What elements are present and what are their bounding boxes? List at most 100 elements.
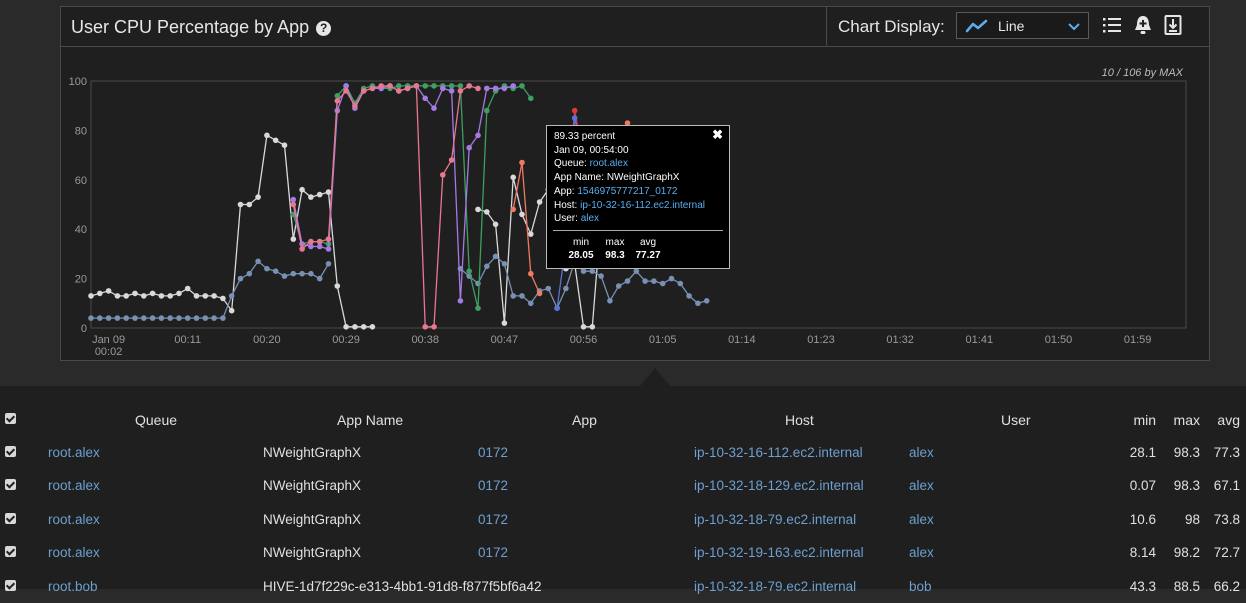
data-point[interactable] — [255, 194, 261, 200]
row-checkbox[interactable] — [5, 479, 16, 491]
data-point[interactable] — [369, 85, 376, 92]
data-point[interactable] — [651, 278, 657, 284]
data-point[interactable] — [141, 293, 147, 299]
data-point[interactable] — [545, 285, 552, 292]
data-point[interactable] — [422, 95, 429, 102]
data-point[interactable] — [158, 315, 165, 321]
data-point[interactable] — [413, 83, 420, 89]
data-point[interactable] — [528, 300, 534, 307]
tooltip-user-link[interactable]: alex — [580, 213, 600, 225]
data-point[interactable] — [457, 298, 464, 304]
data-point[interactable] — [158, 293, 165, 299]
list-icon[interactable] — [1102, 14, 1122, 36]
data-point[interactable] — [519, 159, 525, 166]
data-point[interactable] — [396, 88, 402, 94]
cell-host[interactable]: ip-10-32-18-79.ec2.internal — [694, 511, 857, 527]
data-point[interactable] — [202, 315, 209, 321]
data-point[interactable] — [475, 280, 481, 287]
data-point[interactable] — [668, 275, 675, 282]
data-point[interactable] — [325, 246, 332, 252]
data-point[interactable] — [272, 268, 279, 274]
table-row[interactable]: root.bob HIVE-1d7f229c-e313-4bb1-91d8-f87… — [0, 570, 1246, 603]
data-point[interactable] — [580, 324, 587, 330]
data-point[interactable] — [457, 88, 464, 94]
data-point[interactable] — [484, 209, 490, 215]
data-point[interactable] — [316, 275, 323, 282]
data-point[interactable] — [334, 98, 341, 104]
cell-user[interactable]: bob — [909, 578, 932, 594]
data-point[interactable] — [88, 315, 94, 321]
data-point[interactable] — [695, 300, 701, 307]
data-point[interactable] — [299, 270, 305, 277]
data-point[interactable] — [202, 293, 209, 299]
table-row[interactable]: root.alex NWeightGraphX 0172 ip-10-32-18-79… — [0, 503, 1246, 536]
select-all-checkbox[interactable] — [5, 413, 16, 424]
data-point[interactable] — [589, 324, 596, 330]
data-point[interactable] — [422, 324, 429, 330]
cell-app[interactable]: 0172 — [478, 445, 509, 460]
data-point[interactable] — [246, 201, 253, 208]
data-point[interactable] — [475, 85, 481, 92]
cell-user[interactable]: alex — [909, 445, 934, 460]
data-point[interactable] — [237, 275, 244, 282]
data-point[interactable] — [475, 132, 481, 139]
data-point[interactable] — [167, 293, 173, 299]
cell-user[interactable]: alex — [909, 545, 934, 561]
data-point[interactable] — [422, 83, 429, 89]
data-point[interactable] — [510, 83, 516, 89]
cell-app[interactable]: 0172 — [478, 478, 509, 494]
data-point[interactable] — [510, 206, 516, 213]
data-point[interactable] — [184, 285, 191, 292]
data-point[interactable] — [325, 189, 332, 195]
data-point[interactable] — [677, 280, 684, 287]
data-point[interactable] — [325, 236, 332, 242]
col-app-name[interactable]: App Name — [337, 412, 404, 428]
data-point[interactable] — [528, 270, 534, 277]
question-circle-icon[interactable]: ? — [316, 21, 332, 36]
data-point[interactable] — [316, 238, 323, 245]
series-pink[interactable] — [290, 83, 481, 330]
data-point[interactable] — [607, 298, 613, 304]
data-point[interactable] — [528, 231, 534, 237]
data-point[interactable] — [387, 83, 393, 89]
col-user[interactable]: User — [1001, 412, 1031, 428]
data-point[interactable] — [492, 253, 499, 260]
data-point[interactable] — [492, 85, 499, 92]
export-document-icon[interactable] — [1163, 14, 1183, 36]
data-point[interactable] — [686, 293, 692, 299]
data-point[interactable] — [554, 305, 560, 312]
data-point[interactable] — [141, 315, 147, 321]
data-point[interactable] — [598, 273, 604, 279]
col-app[interactable]: App — [572, 412, 597, 428]
data-point[interactable] — [475, 206, 481, 213]
data-point[interactable] — [369, 324, 376, 330]
data-point[interactable] — [176, 290, 182, 297]
data-point[interactable] — [290, 196, 297, 203]
data-point[interactable] — [633, 268, 640, 274]
chart-display-select[interactable]: Line — [956, 12, 1089, 39]
data-point[interactable] — [404, 85, 411, 92]
bell-plus-icon[interactable] — [1133, 14, 1153, 36]
data-point[interactable] — [264, 265, 270, 272]
data-point[interactable] — [659, 280, 666, 287]
data-point[interactable] — [167, 315, 173, 321]
data-point[interactable] — [88, 293, 94, 299]
table-row[interactable]: root.alex NWeightGraphX 0172 ip-10-32-19-16… — [0, 536, 1246, 569]
data-point[interactable] — [431, 105, 437, 111]
data-point[interactable] — [132, 315, 138, 321]
cell-queue[interactable]: root.alex — [48, 478, 100, 494]
data-point[interactable] — [624, 120, 631, 126]
data-point[interactable] — [193, 293, 200, 299]
data-point[interactable] — [475, 305, 481, 312]
data-point[interactable] — [325, 261, 332, 267]
data-point[interactable] — [642, 278, 648, 284]
cell-app[interactable]: 0172 — [478, 511, 509, 527]
data-point[interactable] — [528, 95, 534, 102]
data-point[interactable] — [466, 83, 473, 89]
data-point[interactable] — [281, 142, 288, 148]
data-point[interactable] — [290, 236, 297, 242]
col-min[interactable]: min — [1133, 412, 1156, 428]
data-point[interactable] — [615, 283, 622, 289]
cell-queue[interactable]: root.bob — [48, 578, 98, 594]
series-slate[interactable] — [88, 253, 710, 321]
